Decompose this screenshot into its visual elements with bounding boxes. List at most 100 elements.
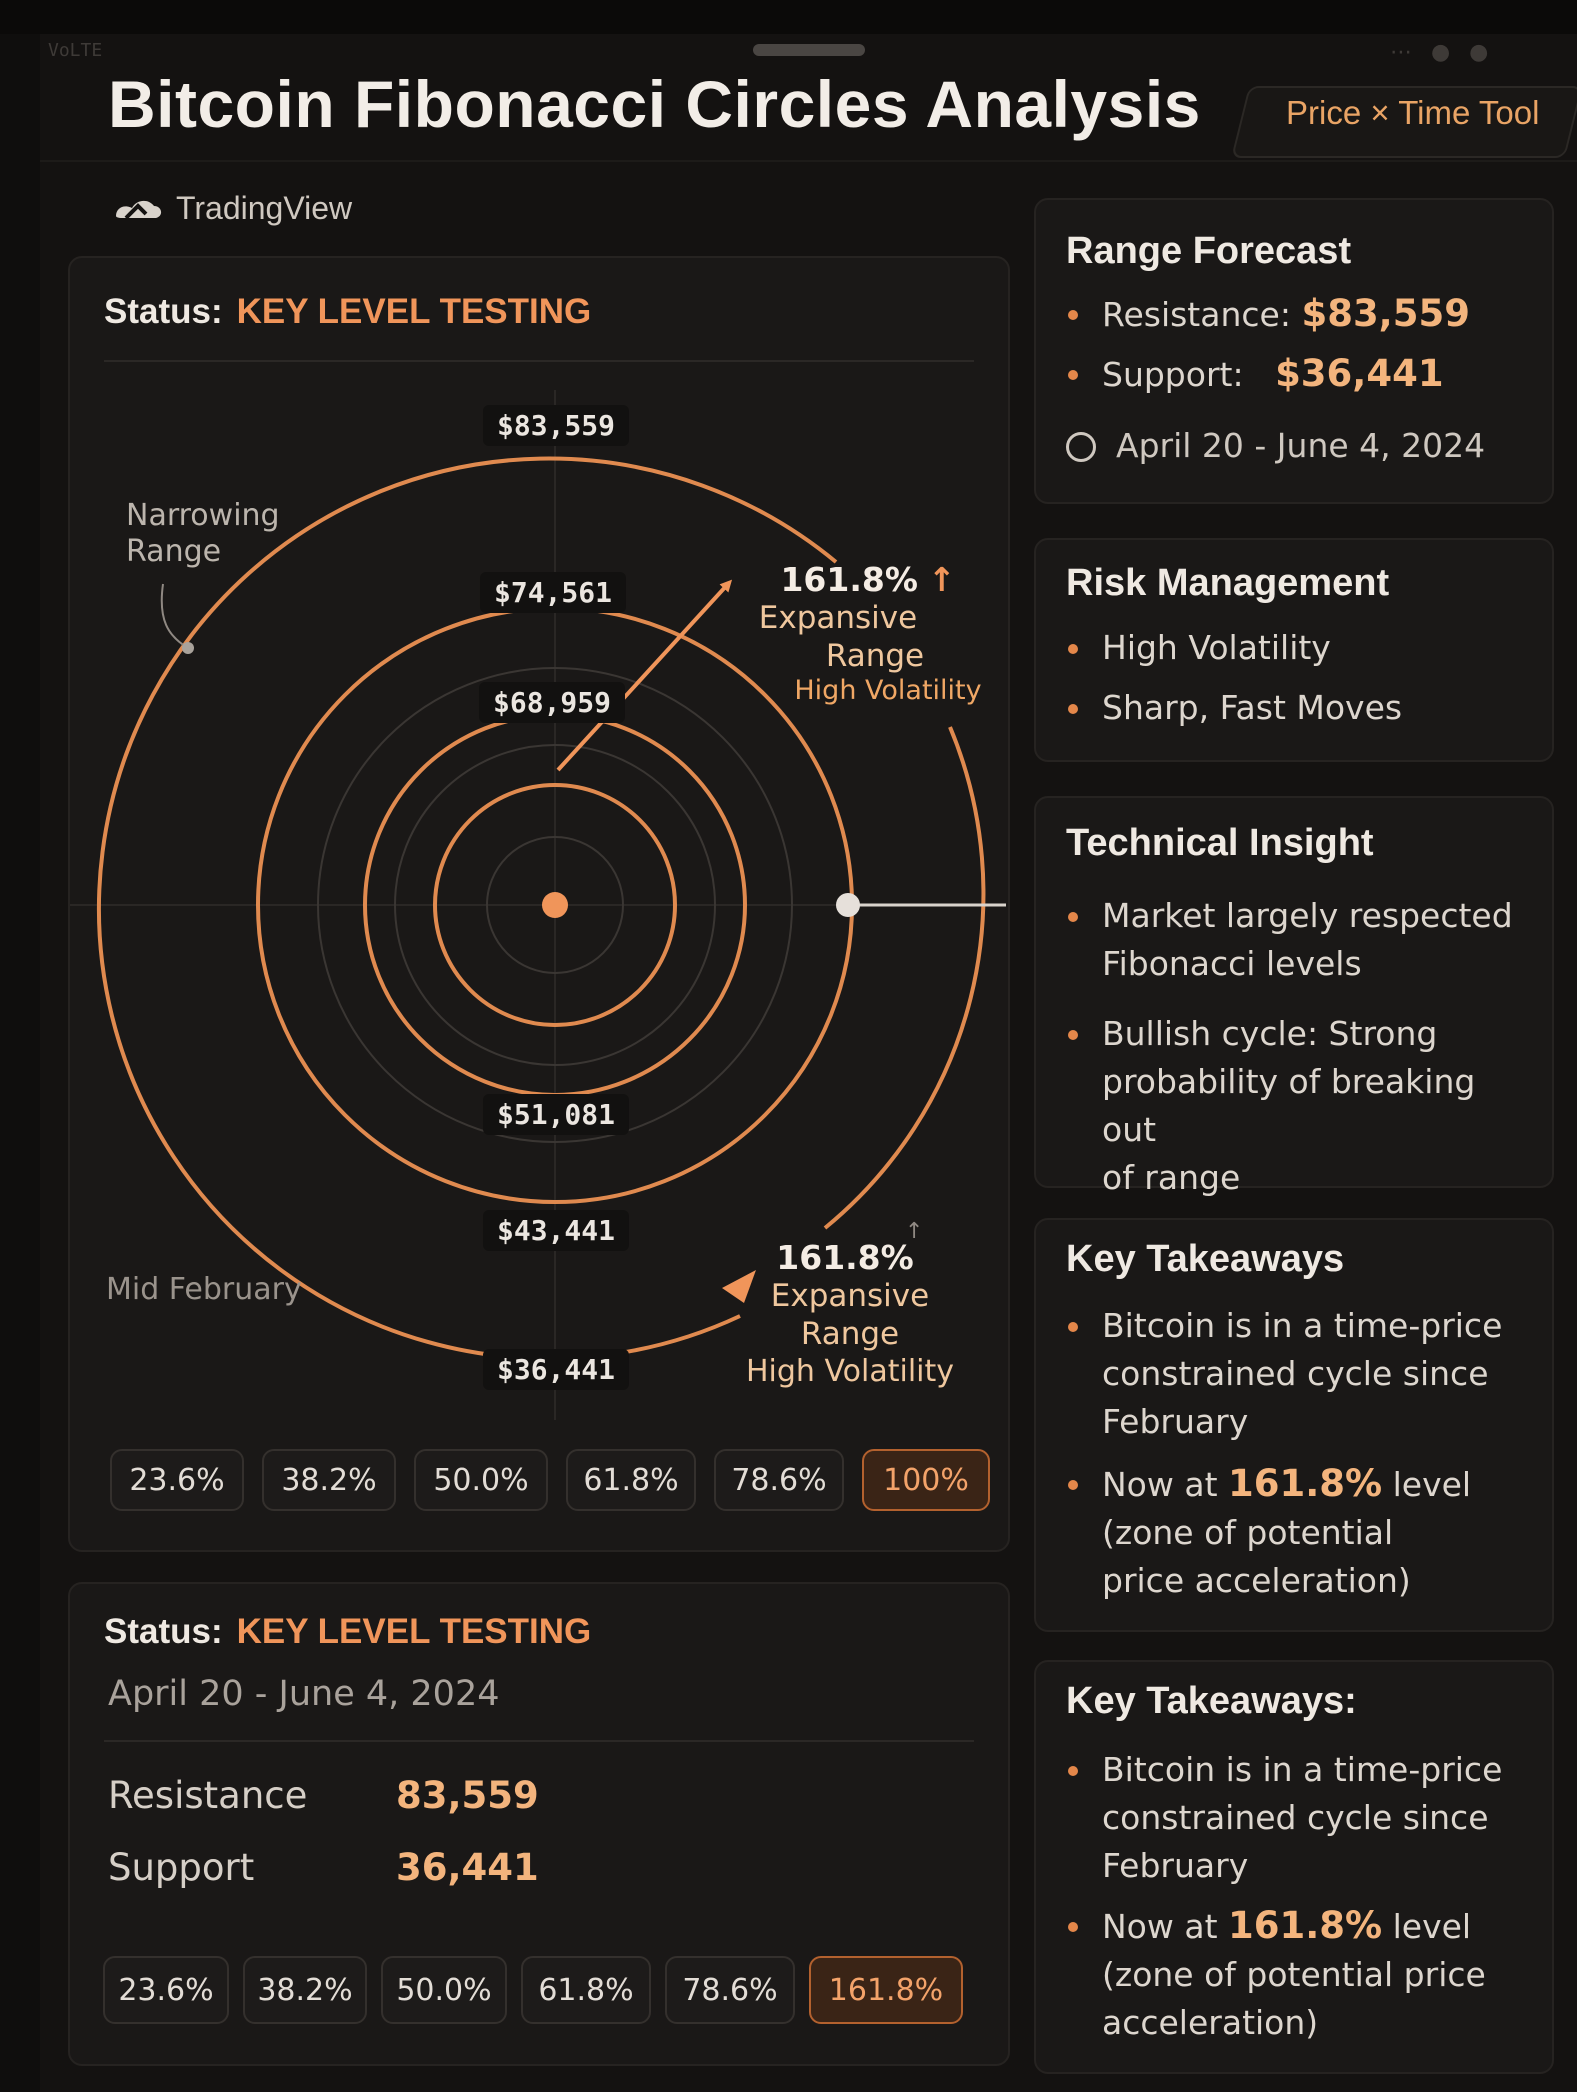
takeaway-2-highlight: 161.8% <box>1228 1462 1383 1505</box>
insight-item-1-line1: Market largely respected <box>1102 896 1513 935</box>
range-resistance-value: $83,559 <box>1301 292 1470 335</box>
annotation-top-pct-value: 161.8% <box>780 560 918 599</box>
narrowing-label-line1: Narrowing <box>126 498 280 533</box>
status-carrier: VoLTE <box>48 40 103 61</box>
price-level-74561: $74,561 <box>479 572 627 613</box>
annotation-bottom-pct: 161.8% <box>776 1238 914 1277</box>
summary-status-label: Status: <box>104 1612 223 1651</box>
risk-item-2-text: Sharp, Fast Moves <box>1102 688 1403 727</box>
takeaway-2-line3: price acceleration) <box>1102 1561 1411 1600</box>
fib-chip-bottom-161-8[interactable]: 161.8% <box>809 1956 963 2024</box>
annotation-bottom-line1: Expansive <box>770 1278 930 1314</box>
fib-chip-78-6[interactable]: 78.6% <box>714 1449 844 1511</box>
insight-item-2-line3: of range <box>1102 1158 1241 1197</box>
range-forecast-title: Range Forecast <box>1066 230 1352 272</box>
tradingview-logo-icon <box>116 200 162 219</box>
fib-chip-38-2[interactable]: 38.2% <box>262 1449 396 1511</box>
range-support-value: $36,441 <box>1275 352 1444 395</box>
annotation-top-line2: Range <box>825 638 925 674</box>
technical-insight-card: Technical Insight Market largely respect… <box>1034 796 1554 1197</box>
fib-chip-23-6[interactable]: 23.6% <box>110 1449 244 1511</box>
range-forecast-support: Support: $36,441 <box>1068 350 1534 399</box>
summary-status-value: KEY LEVEL TESTING <box>236 1612 592 1651</box>
risk-item-1-text: High Volatility <box>1102 628 1331 667</box>
takeaway-1-line2: constrained cycle since <box>1102 1354 1489 1393</box>
mid-february-label: Mid February <box>106 1272 302 1307</box>
key-takeaways-card-2: Key Takeaways: Bitcoin is in a time-pric… <box>1034 1660 1554 2074</box>
chart-status-value: KEY LEVEL TESTING <box>236 292 592 331</box>
drag-handle[interactable] <box>753 44 865 56</box>
takeaway2-2-line3: acceleration) <box>1102 2003 1319 2042</box>
technical-insight-title: Technical Insight <box>1066 822 1374 864</box>
fib-chip-row-top: 23.6% 38.2% 50.0% 61.8% 78.6% 100% <box>110 1449 990 1511</box>
price-level-51081: $51,081 <box>482 1094 630 1135</box>
insight-item-2: Bullish cycle: Strong probability of bre… <box>1068 1010 1534 1202</box>
key-takeaways-card: Key Takeaways Bitcoin is in a time-price… <box>1034 1218 1554 1632</box>
range-forecast-date: April 20 - June 4, 2024 <box>1116 426 1486 465</box>
chart-status-label: Status: <box>104 292 223 331</box>
status-bar <box>0 0 1577 34</box>
summary-resistance-label: Resistance <box>108 1774 308 1817</box>
annotation-bottom: 161.8% Expansive Range High Volatility <box>730 1238 970 1391</box>
narrowing-range-label: Narrowing Range <box>126 498 280 570</box>
risk-item-2: Sharp, Fast Moves <box>1068 684 1534 732</box>
summary-divider <box>104 1740 974 1742</box>
annotation-top-pct: 161.8% ↑ <box>748 560 988 599</box>
takeaway2-2-highlight: 161.8% <box>1228 1904 1383 1947</box>
status-icons: ⋯ ● ● <box>1390 40 1495 65</box>
takeaway-2-post: level <box>1382 1465 1472 1504</box>
annotation-bottom-line2: Range <box>800 1316 900 1352</box>
range-forecast-card: Range Forecast Resistance: $83,559 Suppo… <box>1034 198 1554 504</box>
takeaway-1-line3: February <box>1102 1402 1249 1441</box>
takeaway2-1-line1: Bitcoin is in a time-price <box>1102 1750 1503 1789</box>
fib-chip-bottom-61-8[interactable]: 61.8% <box>521 1956 651 2024</box>
annotation-top-line1: Expansive <box>758 600 918 636</box>
price-level-36441: $36,441 <box>482 1349 630 1390</box>
takeaway-item-1: Bitcoin is in a time-price constrained c… <box>1068 1302 1534 1446</box>
key-takeaways-title: Key Takeaways <box>1066 1238 1345 1280</box>
insight-item-1: Market largely respected Fibonacci level… <box>1068 892 1534 988</box>
fib-chip-bottom-50-0[interactable]: 50.0% <box>381 1956 507 2024</box>
price-level-83559: $83,559 <box>482 405 630 446</box>
takeaway-1-line1: Bitcoin is in a time-price <box>1102 1306 1503 1345</box>
range-support-label: Support: <box>1102 355 1244 394</box>
risk-item-1: High Volatility <box>1068 624 1534 672</box>
risk-management-title: Risk Management <box>1066 562 1390 604</box>
range-resistance-label: Resistance: <box>1102 295 1291 334</box>
page-title: Bitcoin Fibonacci Circles Analysis <box>108 67 1201 141</box>
annotation-top: 161.8% ↑ Expansive Range High Volatility <box>748 560 988 706</box>
left-edge <box>0 34 40 2092</box>
narrowing-label-line2: Range <box>126 534 222 569</box>
chart-divider <box>104 360 974 362</box>
summary-date-range: April 20 - June 4, 2024 <box>108 1674 500 1714</box>
takeaway2-2-post: level <box>1382 1907 1472 1946</box>
annotation-bottom-line3: High Volatility <box>745 1354 955 1389</box>
tool-tag-label: Price × Time Tool <box>1286 94 1540 131</box>
brand: TradingView <box>112 190 352 227</box>
fib-chip-61-8[interactable]: 61.8% <box>566 1449 696 1511</box>
takeaway2-1-line2: constrained cycle since <box>1102 1798 1489 1837</box>
annotation-top-line3: High Volatility <box>794 675 982 706</box>
fib-chip-bottom-78-6[interactable]: 78.6% <box>665 1956 795 2024</box>
chart-status: Status: KEY LEVEL TESTING <box>104 292 591 332</box>
summary-resistance-value: 83,559 <box>396 1774 539 1817</box>
range-forecast-resistance: Resistance: $83,559 <box>1068 290 1534 339</box>
insight-item-2-line1: Bullish cycle: Strong <box>1102 1014 1438 1053</box>
clock-icon <box>1066 432 1096 462</box>
fib-chip-bottom-38-2[interactable]: 38.2% <box>243 1956 367 2024</box>
takeaway2-1-line3: February <box>1102 1846 1249 1885</box>
fib-chip-50-0[interactable]: 50.0% <box>414 1449 548 1511</box>
fib-chip-bottom-23-6[interactable]: 23.6% <box>103 1956 229 2024</box>
risk-management-card: Risk Management High Volatility Sharp, F… <box>1034 538 1554 762</box>
price-level-68959: $68,959 <box>478 682 626 723</box>
takeaway-2-line2: (zone of potential <box>1102 1513 1394 1552</box>
insight-item-1-line2: Fibonacci levels <box>1102 944 1362 983</box>
takeaway2-2-line2: (zone of potential price <box>1102 1955 1486 1994</box>
header-divider <box>40 160 1577 162</box>
brand-name: TradingView <box>176 190 353 226</box>
fib-chip-100[interactable]: 100% <box>862 1449 990 1511</box>
takeaway2-item-2: Now at 161.8% level (zone of potential p… <box>1068 1902 1534 2047</box>
arrow-up-icon: ↑ <box>927 560 956 599</box>
summary-support-value: 36,441 <box>396 1846 539 1889</box>
fib-chip-row-bottom: 23.6% 38.2% 50.0% 61.8% 78.6% 161.8% <box>103 1956 963 2024</box>
